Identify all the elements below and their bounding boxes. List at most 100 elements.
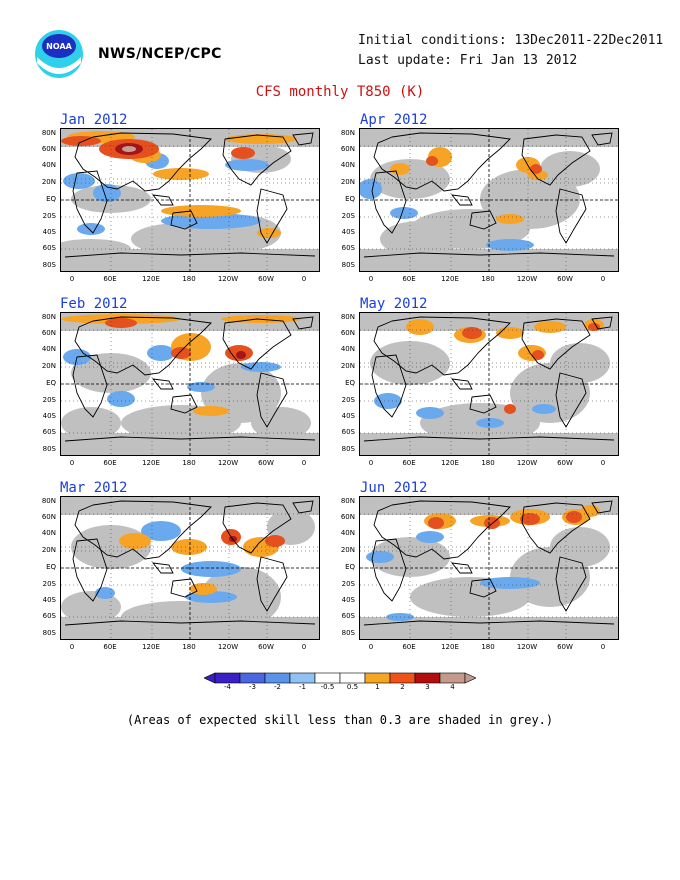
lon-tick-label: 180 — [481, 643, 495, 651]
lon-tick-label: 60W — [258, 459, 274, 467]
color-bar-swatch — [364, 672, 391, 684]
lon-tick-label: 0 — [600, 275, 606, 283]
lon-tick-label: 180 — [481, 275, 495, 283]
lon-tick-label: 60E — [103, 643, 117, 651]
lat-tick-label: EQ — [345, 563, 355, 571]
lat-tick-label: 40S — [341, 228, 355, 236]
cold-anomaly — [480, 577, 540, 589]
lon-tick-label: 0 — [368, 459, 374, 467]
cold-anomaly — [181, 561, 241, 577]
map-panel-may — [359, 312, 619, 456]
lon-tick-label: 120E — [441, 459, 459, 467]
cold-anomaly — [187, 382, 215, 392]
lat-tick-label: EQ — [46, 195, 56, 203]
lat-tick-label: 80N — [340, 129, 355, 137]
cold-anomaly — [390, 207, 418, 219]
map-panel-mar — [60, 496, 320, 640]
lat-tick-label: 40S — [42, 596, 56, 604]
lat-tick-label: EQ — [46, 563, 56, 571]
warm-anomaly-strong — [462, 327, 482, 339]
color-bar-label: -0.5 — [320, 683, 335, 691]
warm-anomaly — [534, 321, 566, 333]
lat-tick-label: 40N — [340, 161, 355, 169]
lat-tick-label: 60S — [341, 612, 355, 620]
color-bar-swatch — [289, 672, 316, 684]
low-skill-area — [540, 151, 600, 187]
lat-tick-label: EQ — [345, 195, 355, 203]
warm-anomaly-strong — [105, 318, 137, 328]
color-bar-label: -2 — [274, 683, 281, 691]
map-panel-feb — [60, 312, 320, 456]
cold-anomaly — [147, 345, 175, 361]
last-update: Last update: Fri Jan 13 2012 — [358, 53, 578, 68]
warm-anomaly-strong — [532, 350, 544, 360]
warm-anomaly-strong — [171, 347, 191, 359]
lon-tick-label: 180 — [481, 459, 495, 467]
low-skill-area — [251, 407, 311, 439]
lon-tick-label: 0 — [600, 643, 606, 651]
warm-anomaly-extreme — [236, 351, 246, 359]
lat-tick-label: 60N — [340, 145, 355, 153]
lat-tick-label: 60S — [42, 612, 56, 620]
lat-tick-label: 40N — [41, 161, 56, 169]
panel-title-feb: Feb 2012 — [60, 296, 128, 312]
map-panel-jan — [60, 128, 320, 272]
lat-tick-label: EQ — [46, 379, 56, 387]
panel-title-jun: Jun 2012 — [360, 480, 428, 496]
color-bar-label: 4 — [450, 683, 455, 691]
warm-anomaly-strong — [530, 164, 542, 174]
lon-tick-label: 60W — [557, 275, 573, 283]
lat-tick-label: 80N — [340, 313, 355, 321]
lon-tick-label: 120E — [142, 275, 160, 283]
lat-tick-label: 40S — [42, 228, 56, 236]
lon-tick-label: 120W — [217, 643, 239, 651]
color-bar-label: -4 — [224, 683, 231, 691]
lat-tick-label: 80N — [340, 497, 355, 505]
panel-title-may: May 2012 — [360, 296, 428, 312]
lat-tick-label: 20S — [42, 396, 56, 404]
color-bar — [204, 672, 476, 684]
lon-tick-label: 60W — [258, 275, 274, 283]
warm-anomaly-strong — [520, 513, 540, 525]
warm-anomaly-strong — [504, 404, 516, 414]
cold-anomaly — [107, 391, 135, 407]
lon-tick-label: 120E — [441, 643, 459, 651]
color-bar-swatch — [339, 672, 366, 684]
low-skill-area — [131, 223, 231, 255]
lon-tick-label: 60E — [103, 459, 117, 467]
cold-anomaly — [416, 531, 444, 543]
lon-tick-label: 60E — [402, 643, 416, 651]
lon-tick-label: 0 — [600, 459, 606, 467]
lat-tick-label: 80N — [41, 129, 56, 137]
warm-anomaly — [193, 406, 229, 416]
warm-anomaly — [119, 533, 151, 549]
lon-tick-label: 60W — [258, 643, 274, 651]
lat-tick-label: 80S — [341, 445, 355, 453]
lat-tick-label: 20N — [340, 546, 355, 554]
warm-anomaly — [496, 214, 524, 224]
cold-anomaly — [486, 239, 534, 251]
lon-tick-label: 60W — [557, 643, 573, 651]
lon-tick-label: 0 — [69, 643, 75, 651]
lat-tick-label: 20S — [42, 212, 56, 220]
lat-tick-label: 40N — [41, 345, 56, 353]
panel-title-apr: Apr 2012 — [360, 112, 428, 128]
cold-anomaly — [141, 521, 181, 541]
lon-tick-label: 120W — [516, 643, 538, 651]
cold-anomaly — [225, 159, 269, 171]
warm-anomaly-strong — [61, 136, 101, 146]
warm-anomaly-strong — [428, 517, 444, 529]
color-bar-swatch — [239, 672, 266, 684]
map-panel-jun — [359, 496, 619, 640]
warm-anomaly — [161, 205, 241, 217]
lon-tick-label: 0 — [69, 459, 75, 467]
warm-anomaly-strong — [231, 147, 255, 159]
svg-text:NOAA: NOAA — [46, 42, 72, 51]
lat-tick-label: 80S — [341, 629, 355, 637]
warm-anomaly-strong — [566, 511, 582, 523]
color-bar-label: 2 — [400, 683, 405, 691]
low-skill-area — [61, 407, 121, 439]
warm-anomaly-strong — [588, 323, 600, 331]
cold-anomaly — [360, 179, 382, 199]
warm-anomaly-strong — [265, 535, 285, 547]
